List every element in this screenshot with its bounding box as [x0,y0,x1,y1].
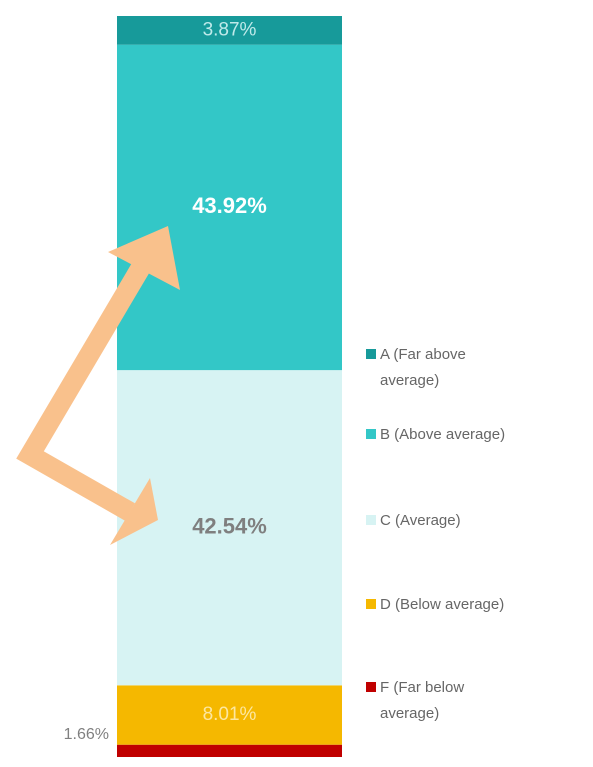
legend-swatch [366,599,376,609]
arrows [16,246,159,521]
legend-swatch [366,349,376,359]
legend-label: F (Far below average) [380,679,465,722]
data-label: 8.01% [203,704,257,725]
bars [117,16,342,757]
legend-item: C (Average) [366,508,516,534]
bar-segment [117,744,342,757]
legend-swatch [366,682,376,692]
legend-label: A (Far above average) [380,346,466,389]
legend-label: B (Above average) [380,426,506,443]
data-label: 1.66% [64,726,109,743]
legend-item: A (Far above average) [366,342,516,394]
bar-segment [117,44,342,371]
legend-label: D (Below average) [380,596,505,613]
legend-swatch [366,515,376,525]
data-label: 3.87% [203,19,257,40]
bar-segment [117,370,342,686]
labels: 1.66% 8.01% 42.54% 43.92% 3.87% [64,19,267,743]
legend-item: F (Far below average) [366,675,516,727]
bar-segment [117,16,342,45]
legend-item: B (Above average) [366,422,516,448]
legend-swatch [366,429,376,439]
arrow-head [108,226,180,290]
legend-label: C (Average) [380,512,461,529]
arrow-head [110,478,158,545]
data-label: 42.54% [192,514,267,539]
data-label: 43.92% [192,193,267,218]
legend-item: D (Below average) [366,592,516,618]
bar-segment [117,685,342,745]
arrow-line [16,246,159,521]
